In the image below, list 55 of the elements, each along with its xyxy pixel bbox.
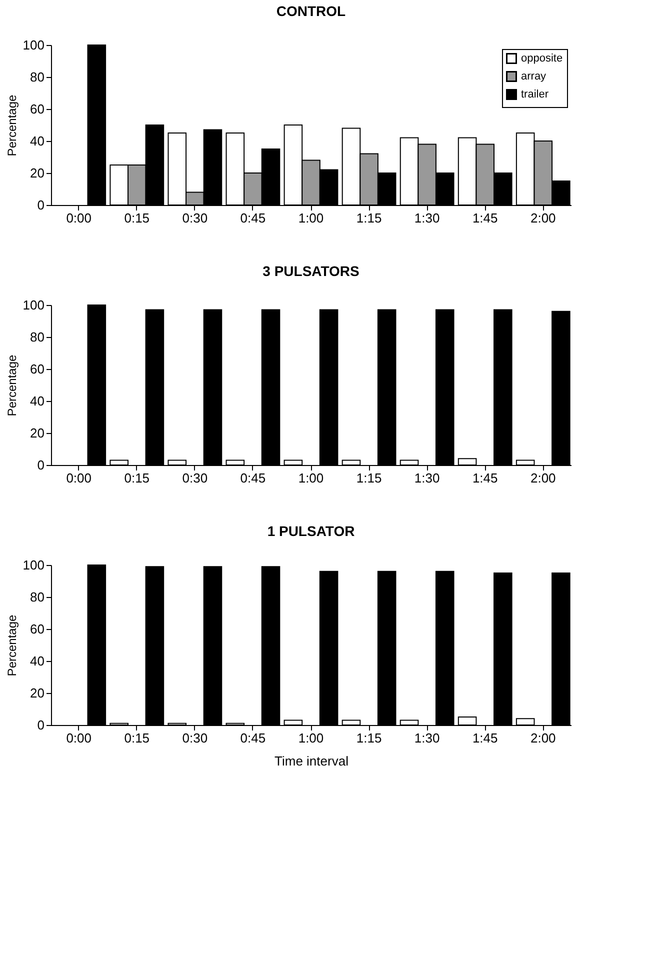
x-tick-label: 2:00 xyxy=(530,210,556,226)
y-tick-label: 20 xyxy=(30,426,44,440)
x-tick-label: 1:30 xyxy=(414,730,440,746)
y-tick-label: 80 xyxy=(30,590,44,604)
y-axis-title: Percentage xyxy=(4,94,19,156)
legend-label: trailer xyxy=(521,88,549,100)
x-tick-label: 1:00 xyxy=(298,470,324,486)
x-tick-label: 1:15 xyxy=(356,470,382,486)
x-tick-label: 2:00 xyxy=(530,730,556,746)
x-tick-label: 1:45 xyxy=(472,470,498,486)
x-tick-label: 1:30 xyxy=(414,210,440,226)
legend-label: array xyxy=(521,70,547,82)
y-tick-label: 40 xyxy=(30,654,44,668)
y-tick-label: 20 xyxy=(30,166,44,180)
y-tick-label: 60 xyxy=(30,362,44,376)
y-tick-label: 0 xyxy=(37,458,44,472)
y-tick-label: 40 xyxy=(30,394,44,408)
y-tick-label: 80 xyxy=(30,330,44,344)
y-tick-label: 100 xyxy=(22,558,44,572)
chart-title: CONTROL xyxy=(276,3,346,19)
x-tick-label: 0:30 xyxy=(182,730,208,746)
y-tick-label: 20 xyxy=(30,686,44,700)
x-tick-label: 1:00 xyxy=(298,210,324,226)
legend-label: opposite xyxy=(521,52,563,64)
x-tick-label: 0:45 xyxy=(240,730,266,746)
chart-title: 1 PULSATOR xyxy=(267,523,355,539)
x-tick-label: 0:00 xyxy=(66,210,92,226)
y-tick-label: 60 xyxy=(30,622,44,636)
x-tick-label: 1:30 xyxy=(414,470,440,486)
x-tick-label: 0:15 xyxy=(124,730,150,746)
chart-title: 3 PULSATORS xyxy=(262,263,360,279)
x-tick-label: 2:00 xyxy=(530,470,556,486)
y-tick-label: 80 xyxy=(30,70,44,84)
y-axis-title: Percentage xyxy=(4,614,19,676)
x-tick-label: 0:30 xyxy=(182,210,208,226)
x-tick-label: 0:45 xyxy=(240,210,266,226)
x-tick-label: 1:15 xyxy=(356,210,382,226)
x-tick-label: 1:45 xyxy=(472,210,498,226)
y-tick-label: 100 xyxy=(22,298,44,312)
x-tick-label: 0:45 xyxy=(240,470,266,486)
y-tick-label: 60 xyxy=(30,102,44,116)
x-tick-label: 1:45 xyxy=(472,730,498,746)
x-tick-label: 0:15 xyxy=(124,210,150,226)
x-tick-label: 0:30 xyxy=(182,470,208,486)
y-tick-label: 0 xyxy=(37,718,44,732)
x-tick-label: 1:00 xyxy=(298,730,324,746)
y-tick-label: 40 xyxy=(30,134,44,148)
y-axis-title: Percentage xyxy=(4,354,19,416)
y-tick-label: 100 xyxy=(22,38,44,52)
x-tick-label: 0:00 xyxy=(66,730,92,746)
y-tick-label: 0 xyxy=(37,198,44,212)
x-axis-title: Time interval xyxy=(274,754,349,768)
x-tick-label: 0:15 xyxy=(124,470,150,486)
x-tick-label: 0:00 xyxy=(66,470,92,486)
x-tick-label: 1:15 xyxy=(356,730,382,746)
